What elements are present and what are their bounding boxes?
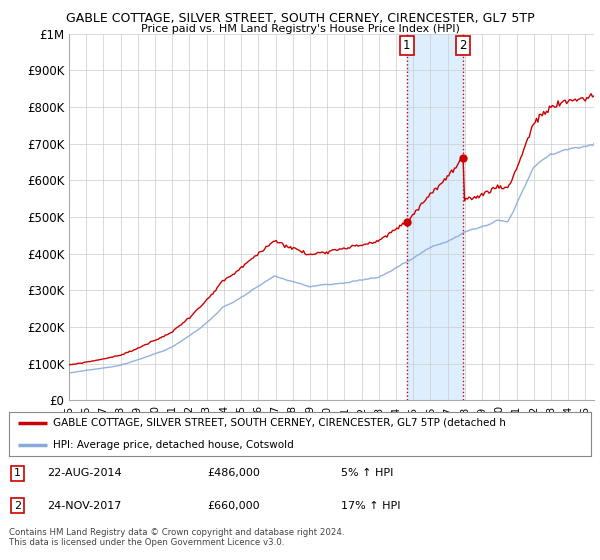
Text: GABLE COTTAGE, SILVER STREET, SOUTH CERNEY, CIRENCESTER, GL7 5TP (detached h: GABLE COTTAGE, SILVER STREET, SOUTH CERN… xyxy=(53,418,506,428)
Text: 1: 1 xyxy=(403,39,410,52)
Text: GABLE COTTAGE, SILVER STREET, SOUTH CERNEY, CIRENCESTER, GL7 5TP: GABLE COTTAGE, SILVER STREET, SOUTH CERN… xyxy=(65,12,535,25)
Text: Price paid vs. HM Land Registry's House Price Index (HPI): Price paid vs. HM Land Registry's House … xyxy=(140,24,460,34)
Text: Contains HM Land Registry data © Crown copyright and database right 2024.
This d: Contains HM Land Registry data © Crown c… xyxy=(9,528,344,547)
Text: 24-NOV-2017: 24-NOV-2017 xyxy=(47,501,121,511)
Text: 22-AUG-2014: 22-AUG-2014 xyxy=(47,468,121,478)
Text: 2: 2 xyxy=(460,39,467,52)
Text: HPI: Average price, detached house, Cotswold: HPI: Average price, detached house, Cots… xyxy=(53,440,293,450)
Bar xyxy=(407,34,463,400)
Text: £660,000: £660,000 xyxy=(207,501,260,511)
Text: 1: 1 xyxy=(14,468,21,478)
Text: £486,000: £486,000 xyxy=(207,468,260,478)
Text: 17% ↑ HPI: 17% ↑ HPI xyxy=(341,501,400,511)
Text: 5% ↑ HPI: 5% ↑ HPI xyxy=(341,468,393,478)
Text: 2: 2 xyxy=(14,501,21,511)
